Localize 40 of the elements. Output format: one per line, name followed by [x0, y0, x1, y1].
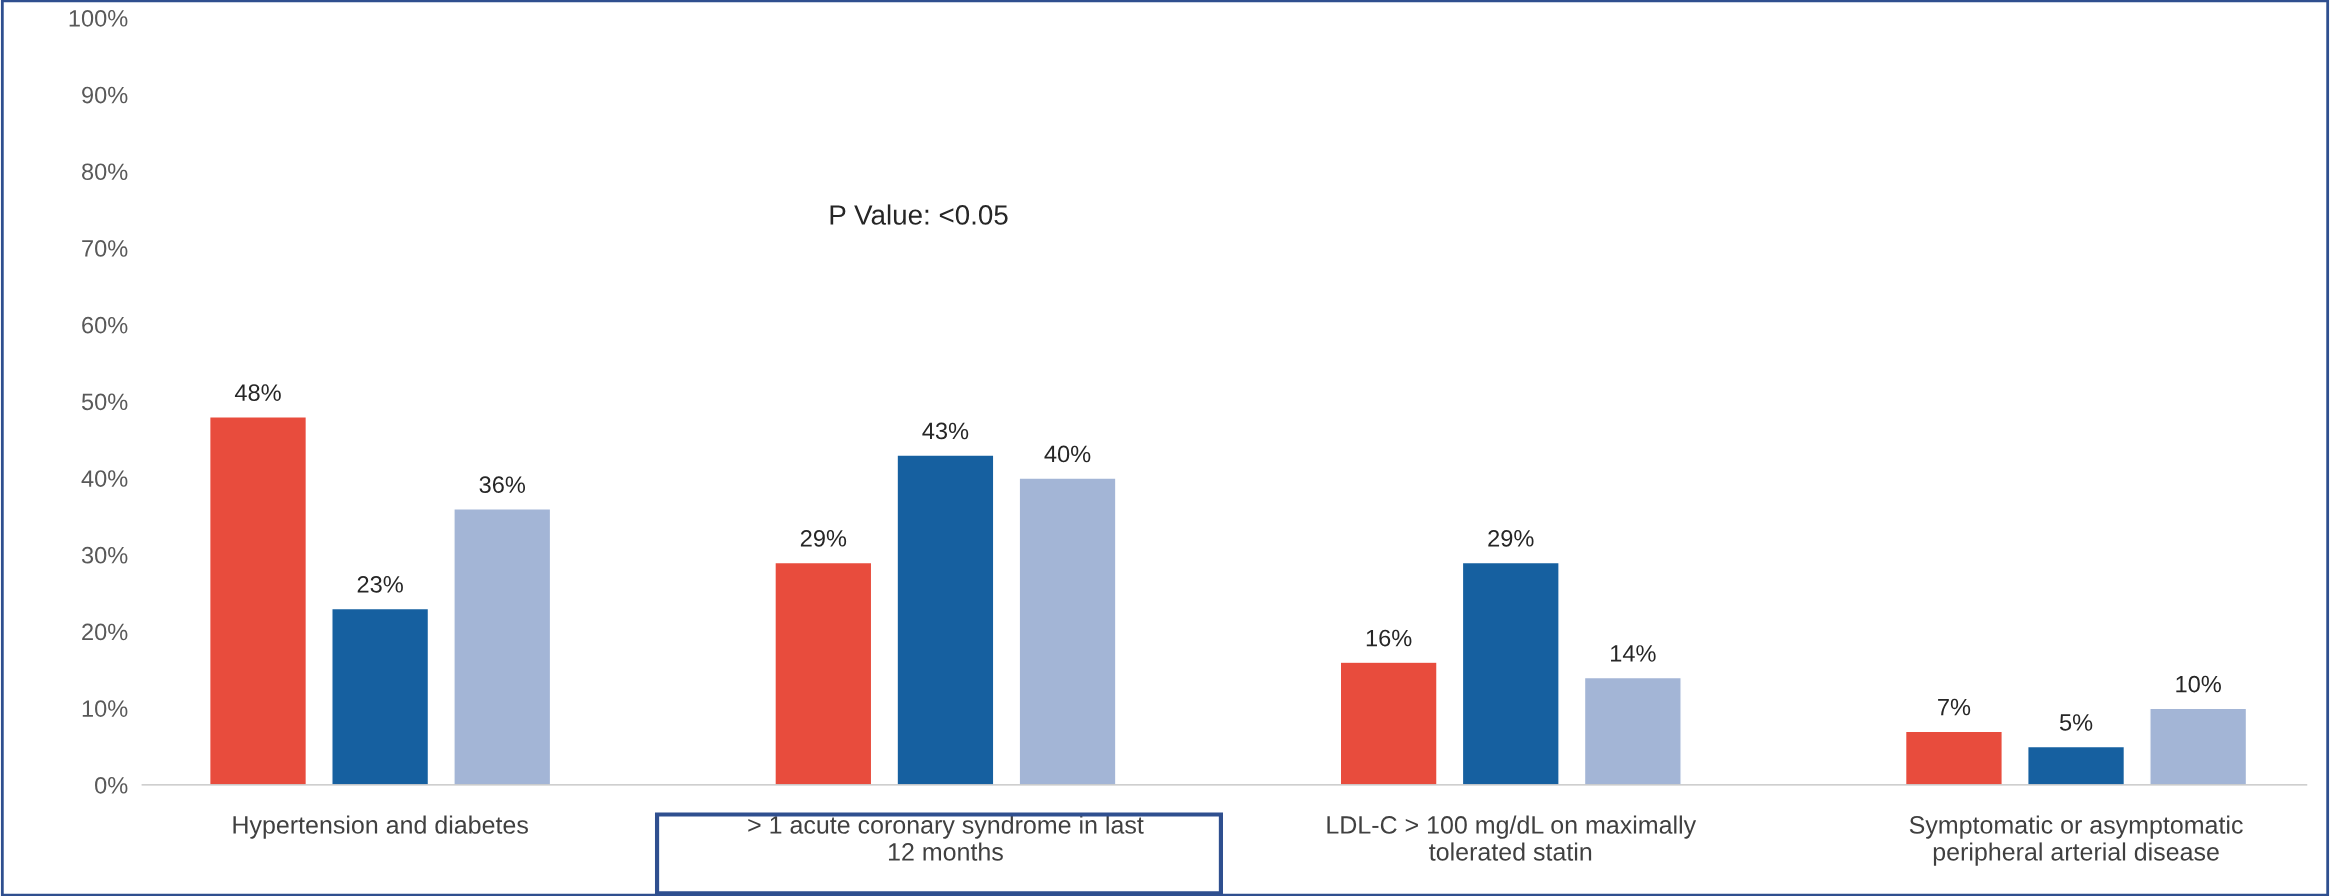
- y-tick-label: 40%: [81, 470, 128, 487]
- data-label: 48%: [234, 384, 281, 401]
- data-label: 29%: [1488, 529, 1534, 547]
- bar: [331, 607, 430, 785]
- data-label: 10%: [2176, 675, 2221, 693]
- y-tick-label: 60%: [82, 316, 128, 334]
- bar: [1583, 676, 1682, 785]
- x-tick-label: > 1 acute coronary syndrome in last 12 months: [748, 815, 1144, 861]
- bar: [2149, 707, 2248, 785]
- data-label: 16%: [1366, 629, 1412, 647]
- y-tick-label: 0%: [95, 776, 128, 794]
- bar: [1018, 477, 1117, 785]
- bar: [774, 561, 873, 785]
- bar: [453, 508, 552, 785]
- y-tick-label: 10%: [82, 700, 128, 717]
- bar: [2027, 745, 2126, 785]
- y-tick-label: 30%: [81, 546, 128, 564]
- bar: [1339, 661, 1438, 785]
- y-tick-label: 70%: [82, 240, 128, 257]
- bar: [1461, 561, 1560, 785]
- bar: [1904, 730, 2003, 785]
- y-tick-label: 100%: [69, 9, 128, 27]
- data-label: 7%: [1938, 698, 1971, 716]
- data-label: 29%: [800, 529, 847, 547]
- annotation: P Value: <0.05: [830, 204, 1008, 225]
- x-tick-label: LDL-C > 100 mg/dL on maximally tolerated statin: [1327, 815, 1697, 861]
- y-tick-label: 20%: [82, 623, 128, 641]
- bar: [208, 416, 308, 785]
- y-tick-label: 90%: [82, 86, 128, 104]
- y-tick-label: 50%: [81, 393, 128, 411]
- data-label: 5%: [2059, 714, 2093, 731]
- data-label: 40%: [1044, 445, 1091, 463]
- data-label: 43%: [922, 422, 969, 440]
- data-label: 14%: [1611, 645, 1656, 662]
- data-label: 23%: [357, 575, 403, 593]
- x-tick-label: Symptomatic or asymptomatic peripheral arterial disease: [1909, 815, 2243, 866]
- x-tick-label: Hypertension and diabetes: [233, 815, 528, 839]
- y-tick-label: 80%: [82, 163, 128, 181]
- bar: [896, 454, 995, 785]
- data-label: 36%: [479, 476, 526, 494]
